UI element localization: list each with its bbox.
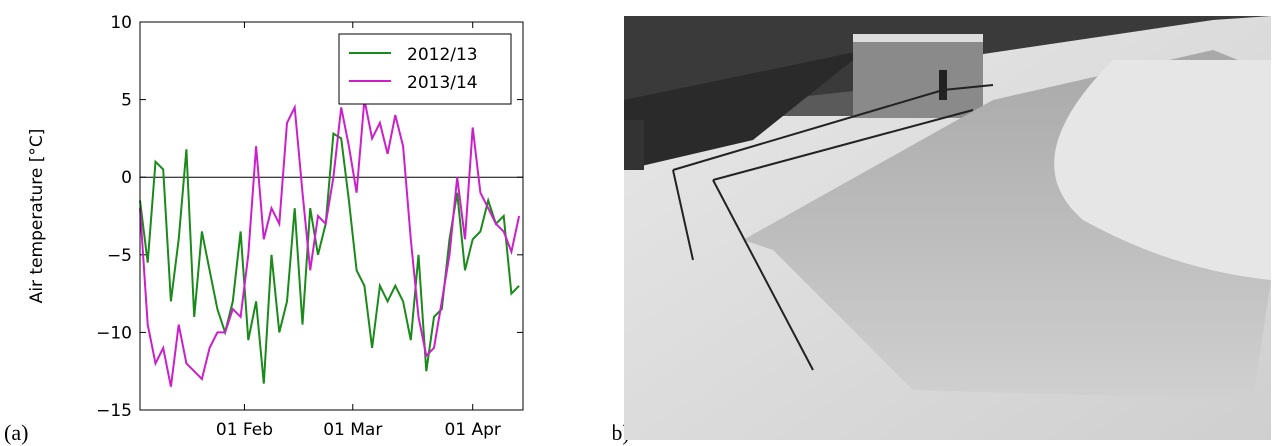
chart: (a) Air temperature [°C] −15 −10 −5 0 5 10 01 …	[4, 13, 524, 445]
legend-label: 2013/14	[407, 73, 478, 93]
x-tick-label: 01 Mar	[323, 420, 382, 440]
y-tick-label: −10	[96, 323, 132, 343]
photo	[624, 16, 1271, 440]
line-series	[139, 99, 521, 387]
y-tick-label: 10	[110, 13, 132, 33]
y-tick-label: −15	[96, 401, 132, 421]
panel-label: (a)	[4, 420, 28, 445]
photo-panel: (b)	[613, 16, 1271, 445]
x-tick-label: 01 Apr	[444, 420, 500, 440]
x-tick-label: 01 Feb	[216, 420, 273, 440]
y-tick-label: 5	[121, 91, 132, 111]
axes-frame	[139, 21, 524, 411]
line-series	[139, 132, 520, 384]
legend-box	[338, 33, 512, 105]
y-axis-label: Air temperature [°C]	[27, 129, 47, 304]
y-tick-label: 0	[121, 168, 132, 188]
legend-label: 2012/13	[407, 45, 478, 65]
y-tick-label: −5	[107, 246, 132, 266]
